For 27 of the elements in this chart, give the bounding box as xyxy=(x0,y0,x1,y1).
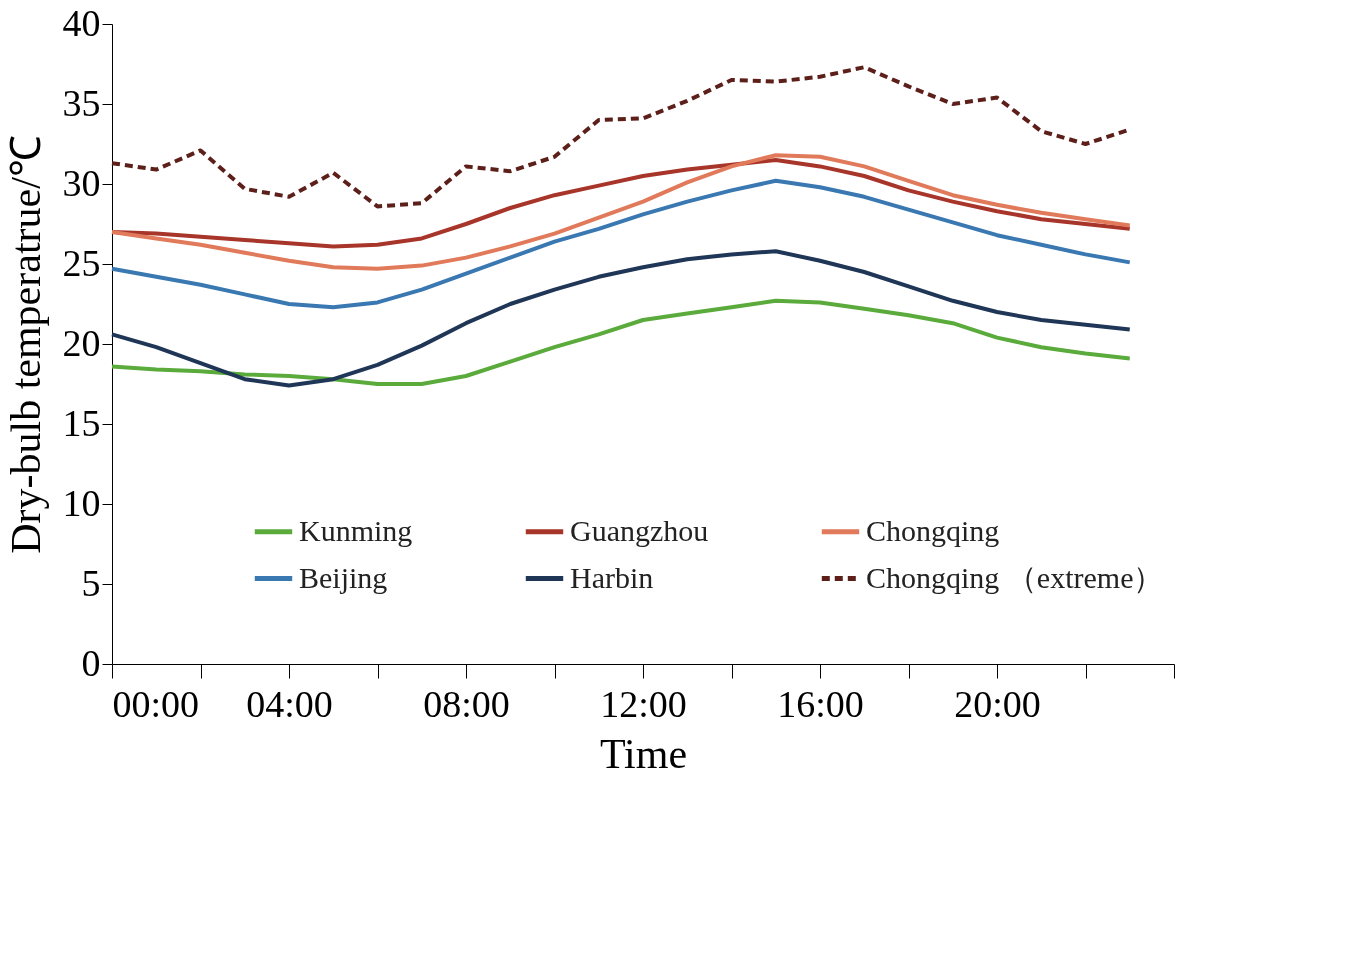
x-tick-label: 20:00 xyxy=(954,682,1041,725)
y-tick-label: 15 xyxy=(62,401,101,444)
legend-label: Chongqing xyxy=(866,513,1000,547)
y-axis-title: Dry-bulb temperatrue/℃ xyxy=(2,135,49,554)
line-series xyxy=(110,153,1132,271)
legend-label: Guangzhou xyxy=(570,513,709,547)
y-tick-label: 5 xyxy=(81,561,101,604)
x-axis-title: Time xyxy=(599,730,688,777)
x-tick-label: 12:00 xyxy=(600,682,687,725)
y-tick-label: 10 xyxy=(62,481,101,524)
x-tick-label: 00:00 xyxy=(112,682,200,725)
legend-label: Chongqing （extreme） xyxy=(866,560,1164,594)
line-series xyxy=(110,178,1132,310)
x-tick-label: 16:00 xyxy=(777,682,864,725)
x-tick-label: 04:00 xyxy=(246,682,333,725)
line-series xyxy=(110,249,1132,388)
x-tick-label: 08:00 xyxy=(423,682,510,725)
legend-label: Harbin xyxy=(570,560,654,594)
y-tick-label: 35 xyxy=(62,81,101,124)
line-series xyxy=(110,298,1132,386)
y-tick-label: 0 xyxy=(81,641,101,684)
legend-label: Beijing xyxy=(299,560,388,594)
legend-label: Kunming xyxy=(299,513,413,547)
y-tick-label: 25 xyxy=(62,241,101,284)
y-tick-label: 40 xyxy=(62,1,101,44)
y-tick-label: 30 xyxy=(62,161,101,204)
y-tick-label: 20 xyxy=(62,321,101,364)
